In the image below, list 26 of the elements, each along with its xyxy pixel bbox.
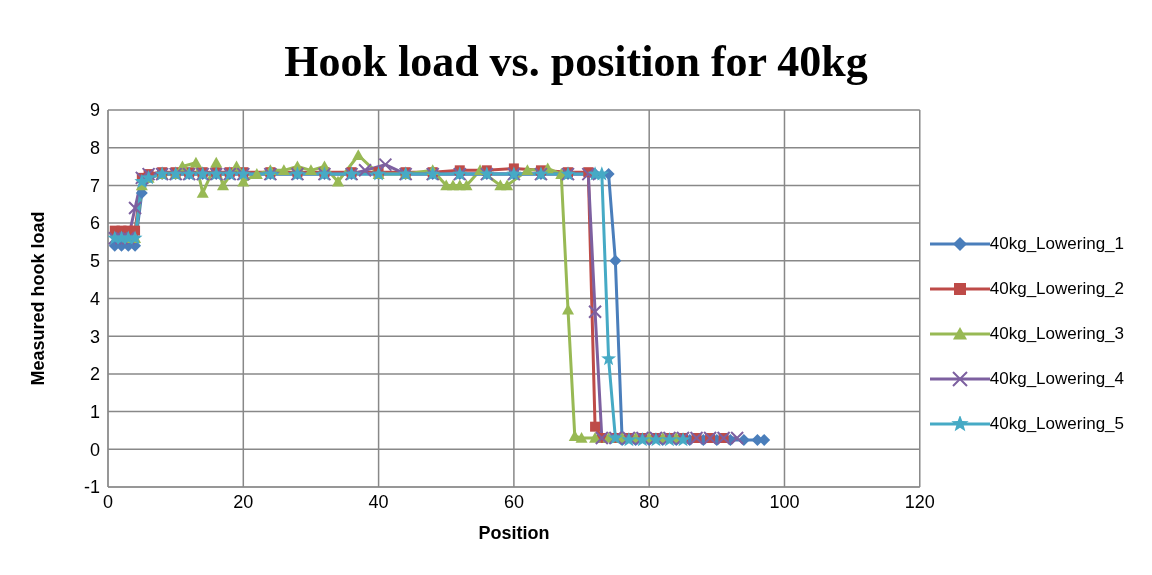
legend-label: 40kg_Lowering_5 (989, 413, 1124, 434)
legend-label: 40kg_Lowering_2 (989, 278, 1124, 299)
x-tick-label: 80 (639, 491, 660, 512)
y-tick-label: -1 (83, 477, 100, 498)
y-tick-label: 0 (89, 439, 100, 460)
legend-label: 40kg_Lowering_1 (989, 233, 1124, 254)
y-tick-label: 9 (89, 100, 100, 121)
y-tick-label: 4 (89, 288, 100, 309)
y-tick-label: 3 (89, 326, 100, 347)
x-tick-label: 60 (503, 491, 524, 512)
y-tick-label: 8 (89, 138, 100, 159)
legend-label: 40kg_Lowering_4 (989, 368, 1124, 389)
x-tick-label: 0 (102, 491, 114, 512)
chart-title: Hook load vs. position for 40kg (283, 36, 869, 88)
x-tick-label: 20 (233, 491, 254, 512)
legend-label: 40kg_Lowering_3 (989, 323, 1124, 344)
y-tick-label: 5 (89, 251, 100, 272)
y-axis-title: Measured hook load (28, 211, 49, 386)
y-tick-label: 1 (89, 401, 100, 422)
x-tick-label: 40 (368, 491, 389, 512)
x-axis-title: Position (478, 523, 550, 543)
y-tick-label: 7 (89, 175, 100, 196)
y-tick-label: 2 (89, 364, 100, 385)
y-tick-label: 6 (89, 213, 100, 234)
x-tick-label: 120 (904, 491, 935, 512)
x-tick-label: 100 (769, 491, 800, 512)
